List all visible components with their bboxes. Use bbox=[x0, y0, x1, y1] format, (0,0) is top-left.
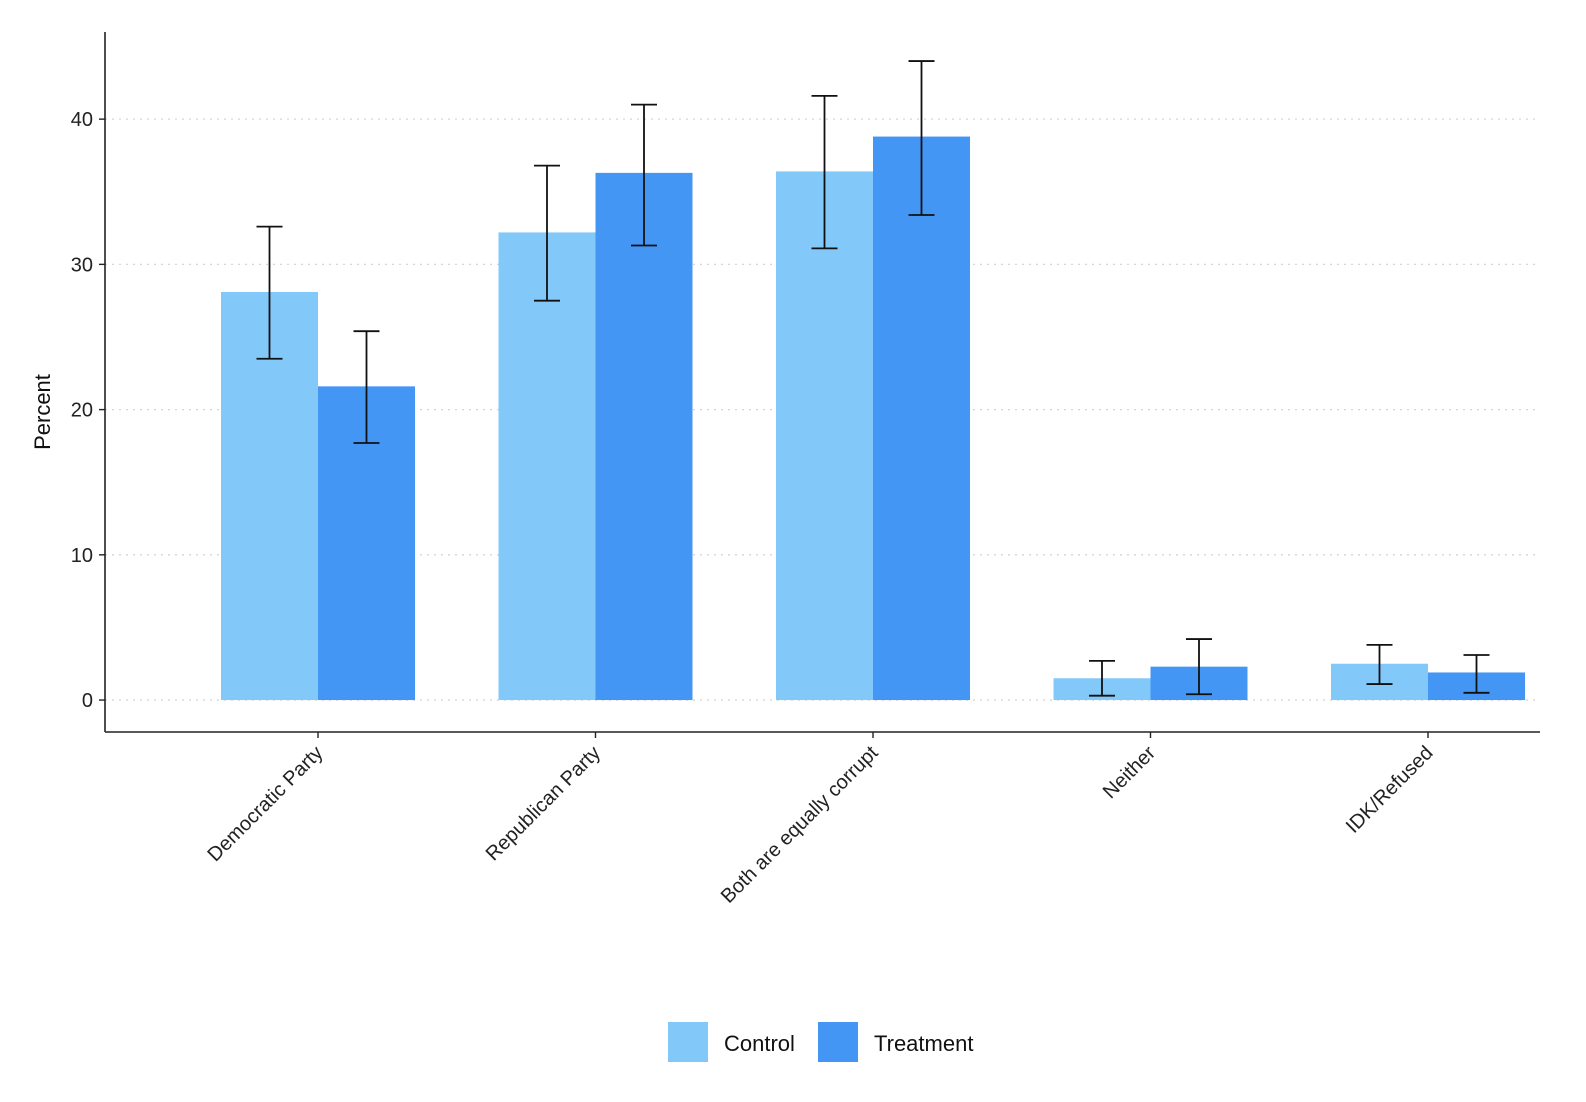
y-ticks: 0 10 20 30 40 bbox=[71, 109, 105, 712]
x-tick-label: Neither bbox=[1099, 742, 1160, 803]
y-tick-label: 20 bbox=[71, 400, 93, 422]
bar-control-1 bbox=[498, 232, 596, 701]
x-tick-label: Democratic Party bbox=[204, 742, 328, 866]
bar-treatment-2 bbox=[873, 136, 970, 701]
errorbar-control-4 bbox=[1366, 643, 1393, 685]
legend-label-control: Control bbox=[724, 1031, 795, 1056]
bar-control-2 bbox=[776, 171, 873, 701]
legend-label-treatment: Treatment bbox=[874, 1031, 973, 1056]
errorbar-control-3 bbox=[1089, 659, 1115, 697]
bar-treatment-1 bbox=[595, 172, 693, 701]
y-tick-label: 40 bbox=[71, 109, 93, 131]
y-tick-label: 30 bbox=[71, 254, 93, 276]
errorbar-control-2 bbox=[811, 95, 838, 250]
bars bbox=[221, 136, 1525, 701]
errorbar-control-0 bbox=[256, 225, 283, 360]
errorbar-treatment-3 bbox=[1186, 638, 1212, 696]
errorbar-control-1 bbox=[534, 164, 560, 302]
errorbar-treatment-4 bbox=[1463, 654, 1490, 694]
x-tick-label: Both are equally corrupt bbox=[717, 742, 883, 908]
axes bbox=[104, 32, 1540, 733]
y-tick-label: 10 bbox=[71, 545, 93, 567]
legend-key-treatment bbox=[818, 1022, 858, 1062]
errorbar-treatment-1 bbox=[631, 103, 657, 247]
bar-control-0 bbox=[221, 291, 318, 701]
x-ticks: Democratic Party Republican Party Both are… bbox=[204, 732, 1438, 908]
x-tick-label: IDK/Refused bbox=[1342, 742, 1438, 838]
errorbar-treatment-0 bbox=[353, 330, 380, 444]
legend: Control Treatment bbox=[668, 1022, 973, 1062]
y-tick-label: 0 bbox=[82, 690, 93, 712]
errorbar-treatment-2 bbox=[908, 60, 935, 216]
y-axis-title: Percent bbox=[30, 374, 55, 450]
error-bars bbox=[256, 60, 1490, 697]
x-tick-label: Republican Party bbox=[482, 742, 605, 865]
legend-key-control bbox=[668, 1022, 708, 1062]
